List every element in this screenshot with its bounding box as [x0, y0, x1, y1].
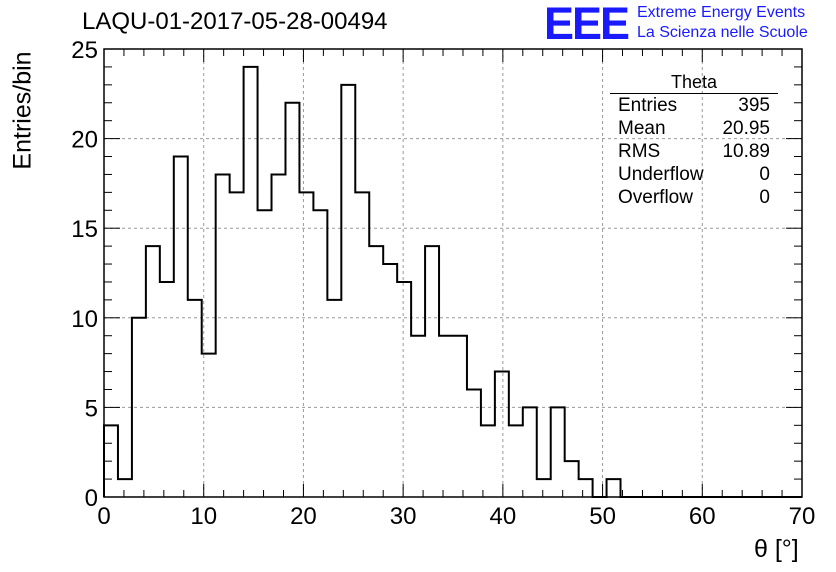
histogram-outline	[103, 65, 802, 498]
histogram-bin	[509, 425, 523, 497]
histogram-bin	[174, 157, 188, 497]
stats-value: 0	[759, 187, 770, 208]
stats-label: Mean	[618, 118, 666, 139]
histogram-bin	[481, 425, 495, 497]
histogram-bin	[579, 479, 593, 497]
histogram-bin	[453, 336, 467, 497]
histogram-bin	[285, 103, 299, 497]
histogram-bin	[383, 264, 397, 497]
histogram-bin	[258, 210, 272, 497]
stats-value: 395	[738, 95, 770, 116]
histogram-bin	[467, 389, 481, 497]
histogram-bin	[216, 174, 230, 497]
histogram-bin	[118, 479, 132, 497]
histogram-bin	[188, 300, 202, 497]
stats-value: 10.89	[722, 141, 770, 162]
x-tick-label: 20	[290, 503, 317, 530]
histogram-bin	[397, 282, 411, 497]
histogram-bin	[327, 300, 341, 497]
histogram-bin	[146, 246, 160, 497]
logo-line-2: La Scienza nelle Scuole	[637, 24, 808, 41]
histogram-bin	[425, 246, 439, 497]
histogram-bin	[230, 192, 244, 497]
y-tick-label: 25	[71, 37, 98, 64]
histogram-bin	[341, 85, 355, 497]
x-tick-label: 0	[97, 503, 110, 530]
histogram-bin	[299, 192, 313, 497]
y-tick-label: 15	[71, 216, 98, 243]
histogram-bin	[160, 282, 174, 497]
stats-label: Overflow	[618, 187, 693, 208]
stats-value: 20.95	[722, 118, 770, 139]
histogram-bin	[537, 479, 551, 497]
histogram-bin	[313, 210, 327, 497]
eee-logo: EEE	[544, 0, 630, 49]
x-tick-label: 30	[390, 503, 417, 530]
y-tick-label: 20	[71, 127, 98, 154]
stats-box: Theta Entries 395 Mean 20.95 RMS 10.89 U…	[610, 72, 778, 209]
stats-label: Entries	[618, 95, 678, 116]
x-tick-label: 10	[190, 503, 217, 530]
histogram-bin	[244, 67, 258, 497]
x-tick-label: 60	[689, 503, 716, 530]
x-tick-label: 40	[490, 503, 517, 530]
histogram-bin	[411, 336, 425, 497]
run-title: LAQU-01-2017-05-28-00494	[82, 8, 388, 35]
stats-row-rms: RMS 10.89	[610, 140, 778, 163]
stats-label: Underflow	[618, 164, 704, 185]
histogram-bin	[202, 354, 216, 497]
stats-value: 0	[759, 164, 770, 185]
stats-row-mean: Mean 20.95	[610, 117, 778, 140]
stats-row-overflow: Overflow 0	[610, 186, 778, 209]
histogram-bin	[565, 461, 579, 497]
y-tick-label: 5	[85, 395, 98, 422]
histogram-bin	[439, 336, 453, 497]
histogram-bin	[272, 174, 286, 497]
histogram-bin	[369, 246, 383, 497]
stats-title: Theta	[610, 72, 778, 94]
histogram-bin	[551, 407, 565, 497]
stats-row-underflow: Underflow 0	[610, 163, 778, 186]
x-tick-label: 70	[789, 503, 816, 530]
y-tick-label: 10	[71, 306, 98, 333]
plot-frame	[103, 48, 803, 498]
histogram-bin	[607, 479, 621, 497]
x-axis-label: θ [°]	[754, 535, 799, 563]
stats-label: RMS	[618, 141, 661, 162]
histogram-bin	[132, 318, 146, 497]
histogram-bin	[523, 407, 537, 497]
y-tick-label: 0	[85, 485, 98, 512]
histogram-bin	[495, 372, 509, 497]
y-axis-label: Entries/bin	[8, 51, 37, 170]
histogram-bin	[355, 192, 369, 497]
logo-line-1: Extreme Energy Events	[637, 4, 806, 21]
x-tick-label: 50	[589, 503, 616, 530]
stats-row-entries: Entries 395	[610, 94, 778, 117]
